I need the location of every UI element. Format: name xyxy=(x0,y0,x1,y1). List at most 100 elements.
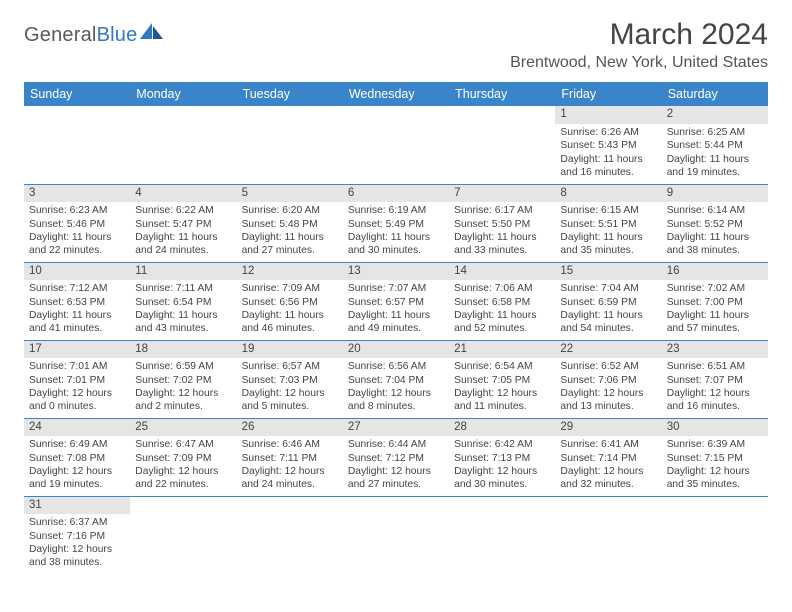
sunrise-line: Sunrise: 7:02 AM xyxy=(667,282,763,295)
sunrise-line: Sunrise: 7:12 AM xyxy=(29,282,125,295)
sunset-line: Sunset: 5:50 PM xyxy=(454,218,550,231)
weekday-header: Saturday xyxy=(662,82,768,106)
sunset-line: Sunset: 7:05 PM xyxy=(454,374,550,387)
calendar-cell: 29Sunrise: 6:41 AMSunset: 7:14 PMDayligh… xyxy=(555,418,661,496)
calendar-cell: 14Sunrise: 7:06 AMSunset: 6:58 PMDayligh… xyxy=(449,262,555,340)
sunset-line: Sunset: 5:47 PM xyxy=(135,218,231,231)
daylight-line: Daylight: 11 hours and 33 minutes. xyxy=(454,231,550,258)
calendar-cell: 19Sunrise: 6:57 AMSunset: 7:03 PMDayligh… xyxy=(237,340,343,418)
day-details: Sunrise: 6:52 AMSunset: 7:06 PMDaylight:… xyxy=(555,358,661,417)
daylight-line: Daylight: 11 hours and 16 minutes. xyxy=(560,153,656,180)
daylight-line: Daylight: 11 hours and 19 minutes. xyxy=(667,153,763,180)
sunset-line: Sunset: 7:09 PM xyxy=(135,452,231,465)
calendar-cell: 26Sunrise: 6:46 AMSunset: 7:11 PMDayligh… xyxy=(237,418,343,496)
sunset-line: Sunset: 7:08 PM xyxy=(29,452,125,465)
day-details: Sunrise: 6:15 AMSunset: 5:51 PMDaylight:… xyxy=(555,202,661,261)
sunset-line: Sunset: 7:13 PM xyxy=(454,452,550,465)
calendar-cell xyxy=(662,496,768,574)
day-number: 25 xyxy=(130,419,236,437)
sunrise-line: Sunrise: 6:57 AM xyxy=(242,360,338,373)
day-number: 13 xyxy=(343,263,449,281)
calendar-cell: 12Sunrise: 7:09 AMSunset: 6:56 PMDayligh… xyxy=(237,262,343,340)
day-number: 21 xyxy=(449,341,555,359)
day-number: 8 xyxy=(555,185,661,203)
daylight-line: Daylight: 12 hours and 5 minutes. xyxy=(242,387,338,414)
day-details: Sunrise: 7:09 AMSunset: 6:56 PMDaylight:… xyxy=(237,280,343,339)
day-details: Sunrise: 6:19 AMSunset: 5:49 PMDaylight:… xyxy=(343,202,449,261)
weekday-header: Sunday xyxy=(24,82,130,106)
sunrise-line: Sunrise: 6:49 AM xyxy=(29,438,125,451)
calendar-cell: 20Sunrise: 6:56 AMSunset: 7:04 PMDayligh… xyxy=(343,340,449,418)
calendar-cell: 27Sunrise: 6:44 AMSunset: 7:12 PMDayligh… xyxy=(343,418,449,496)
sunrise-line: Sunrise: 6:17 AM xyxy=(454,204,550,217)
calendar-cell xyxy=(237,496,343,574)
sunset-line: Sunset: 7:07 PM xyxy=(667,374,763,387)
day-details: Sunrise: 6:41 AMSunset: 7:14 PMDaylight:… xyxy=(555,436,661,495)
day-number: 9 xyxy=(662,185,768,203)
daylight-line: Daylight: 11 hours and 46 minutes. xyxy=(242,309,338,336)
sunset-line: Sunset: 6:59 PM xyxy=(560,296,656,309)
sunrise-line: Sunrise: 6:39 AM xyxy=(667,438,763,451)
daylight-line: Daylight: 12 hours and 11 minutes. xyxy=(454,387,550,414)
calendar-cell: 16Sunrise: 7:02 AMSunset: 7:00 PMDayligh… xyxy=(662,262,768,340)
sunrise-line: Sunrise: 6:44 AM xyxy=(348,438,444,451)
sunrise-line: Sunrise: 7:11 AM xyxy=(135,282,231,295)
sunrise-line: Sunrise: 7:01 AM xyxy=(29,360,125,373)
day-details: Sunrise: 7:12 AMSunset: 6:53 PMDaylight:… xyxy=(24,280,130,339)
day-details: Sunrise: 7:02 AMSunset: 7:00 PMDaylight:… xyxy=(662,280,768,339)
sunrise-line: Sunrise: 6:47 AM xyxy=(135,438,231,451)
sail-icon xyxy=(139,21,165,46)
daylight-line: Daylight: 12 hours and 2 minutes. xyxy=(135,387,231,414)
calendar-cell: 18Sunrise: 6:59 AMSunset: 7:02 PMDayligh… xyxy=(130,340,236,418)
day-details: Sunrise: 6:51 AMSunset: 7:07 PMDaylight:… xyxy=(662,358,768,417)
sunset-line: Sunset: 7:12 PM xyxy=(348,452,444,465)
calendar-cell: 9Sunrise: 6:14 AMSunset: 5:52 PMDaylight… xyxy=(662,184,768,262)
calendar-cell: 13Sunrise: 7:07 AMSunset: 6:57 PMDayligh… xyxy=(343,262,449,340)
day-number: 3 xyxy=(24,185,130,203)
day-number: 22 xyxy=(555,341,661,359)
daylight-line: Daylight: 11 hours and 24 minutes. xyxy=(135,231,231,258)
calendar-cell: 22Sunrise: 6:52 AMSunset: 7:06 PMDayligh… xyxy=(555,340,661,418)
day-details: Sunrise: 7:04 AMSunset: 6:59 PMDaylight:… xyxy=(555,280,661,339)
day-number: 6 xyxy=(343,185,449,203)
daylight-line: Daylight: 12 hours and 27 minutes. xyxy=(348,465,444,492)
day-details: Sunrise: 6:42 AMSunset: 7:13 PMDaylight:… xyxy=(449,436,555,495)
day-number: 10 xyxy=(24,263,130,281)
sunset-line: Sunset: 5:48 PM xyxy=(242,218,338,231)
day-number: 15 xyxy=(555,263,661,281)
sunrise-line: Sunrise: 6:20 AM xyxy=(242,204,338,217)
day-details: Sunrise: 6:22 AMSunset: 5:47 PMDaylight:… xyxy=(130,202,236,261)
day-details: Sunrise: 7:06 AMSunset: 6:58 PMDaylight:… xyxy=(449,280,555,339)
weekday-header: Monday xyxy=(130,82,236,106)
day-details: Sunrise: 6:46 AMSunset: 7:11 PMDaylight:… xyxy=(237,436,343,495)
daylight-line: Daylight: 12 hours and 32 minutes. xyxy=(560,465,656,492)
daylight-line: Daylight: 11 hours and 35 minutes. xyxy=(560,231,656,258)
calendar-page: GeneralBlue March 2024 Brentwood, New Yo… xyxy=(0,0,792,584)
sunrise-line: Sunrise: 6:19 AM xyxy=(348,204,444,217)
day-details: Sunrise: 6:14 AMSunset: 5:52 PMDaylight:… xyxy=(662,202,768,261)
day-number: 20 xyxy=(343,341,449,359)
daylight-line: Daylight: 11 hours and 41 minutes. xyxy=(29,309,125,336)
sunset-line: Sunset: 7:11 PM xyxy=(242,452,338,465)
daylight-line: Daylight: 12 hours and 38 minutes. xyxy=(29,543,125,570)
sunrise-line: Sunrise: 7:07 AM xyxy=(348,282,444,295)
day-details: Sunrise: 6:44 AMSunset: 7:12 PMDaylight:… xyxy=(343,436,449,495)
daylight-line: Daylight: 12 hours and 19 minutes. xyxy=(29,465,125,492)
sunrise-line: Sunrise: 6:56 AM xyxy=(348,360,444,373)
weekday-header: Wednesday xyxy=(343,82,449,106)
calendar-row: 17Sunrise: 7:01 AMSunset: 7:01 PMDayligh… xyxy=(24,340,768,418)
day-details: Sunrise: 6:25 AMSunset: 5:44 PMDaylight:… xyxy=(662,124,768,183)
day-number: 18 xyxy=(130,341,236,359)
calendar-cell: 4Sunrise: 6:22 AMSunset: 5:47 PMDaylight… xyxy=(130,184,236,262)
calendar-table: Sunday Monday Tuesday Wednesday Thursday… xyxy=(24,82,768,574)
sunrise-line: Sunrise: 6:26 AM xyxy=(560,126,656,139)
daylight-line: Daylight: 11 hours and 49 minutes. xyxy=(348,309,444,336)
day-number: 1 xyxy=(555,106,661,124)
sunset-line: Sunset: 5:52 PM xyxy=(667,218,763,231)
day-details: Sunrise: 6:47 AMSunset: 7:09 PMDaylight:… xyxy=(130,436,236,495)
calendar-row: 24Sunrise: 6:49 AMSunset: 7:08 PMDayligh… xyxy=(24,418,768,496)
day-details: Sunrise: 6:17 AMSunset: 5:50 PMDaylight:… xyxy=(449,202,555,261)
calendar-cell: 31Sunrise: 6:37 AMSunset: 7:16 PMDayligh… xyxy=(24,496,130,574)
day-number: 30 xyxy=(662,419,768,437)
sunrise-line: Sunrise: 7:06 AM xyxy=(454,282,550,295)
